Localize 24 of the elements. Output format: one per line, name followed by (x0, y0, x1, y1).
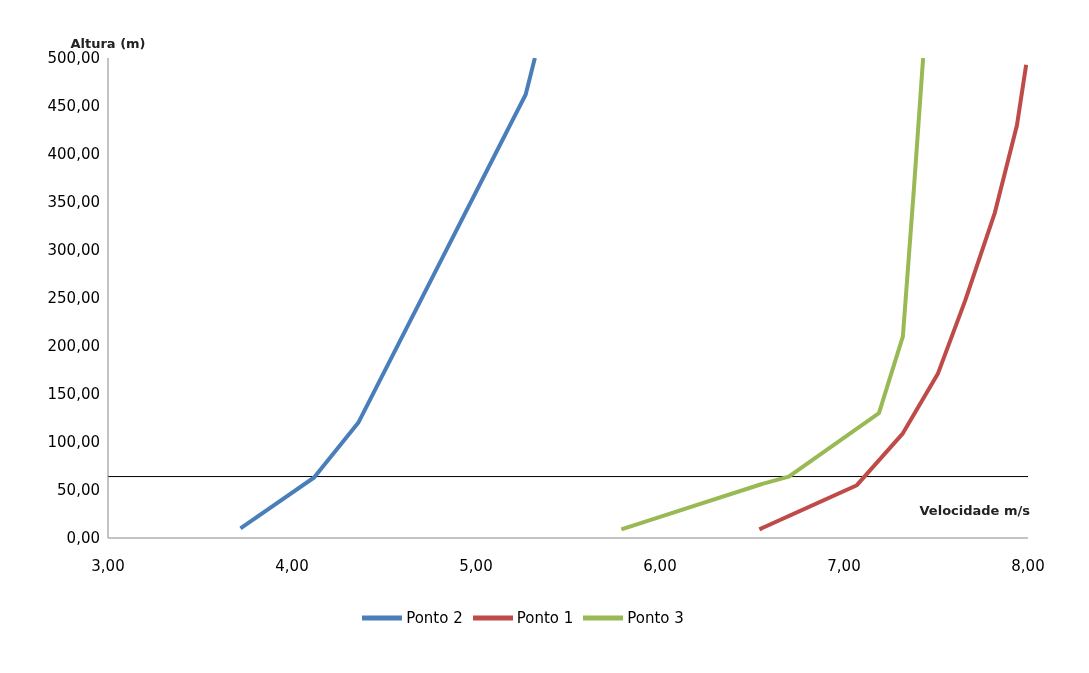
x-tick-label: 7,00 (827, 556, 861, 575)
line-series (757, 62, 1028, 532)
y-tick-label: 400,00 (47, 145, 100, 164)
y-tick-label: 200,00 (47, 337, 100, 356)
x-tick-label: 8,00 (1011, 556, 1045, 575)
y-tick-label: 350,00 (47, 193, 100, 212)
y-axis-title: Altura (m) (70, 36, 146, 51)
x-tick-label: 3,00 (91, 556, 125, 575)
y-tick-label: 100,00 (47, 433, 100, 452)
y-tick-label: 300,00 (47, 241, 100, 260)
legend-label: Ponto 3 (627, 608, 684, 627)
legend-label: Ponto 2 (406, 608, 463, 627)
x-tick-label: 5,00 (459, 556, 493, 575)
line-series (238, 58, 537, 531)
y-tick-label: 150,00 (47, 385, 100, 404)
y-tick-label: 250,00 (47, 289, 100, 308)
legend-label: Ponto 1 (516, 608, 574, 627)
y-tick-label: 50,00 (57, 481, 100, 500)
x-axis-title: Velocidade m/s (919, 503, 1031, 519)
x-tick-label: 4,00 (275, 556, 309, 575)
x-tick-label: 6,00 (643, 556, 677, 575)
y-tick-label: 0,00 (66, 529, 100, 548)
y-tick-label: 500,00 (47, 49, 100, 68)
y-tick-label: 450,00 (47, 97, 100, 116)
